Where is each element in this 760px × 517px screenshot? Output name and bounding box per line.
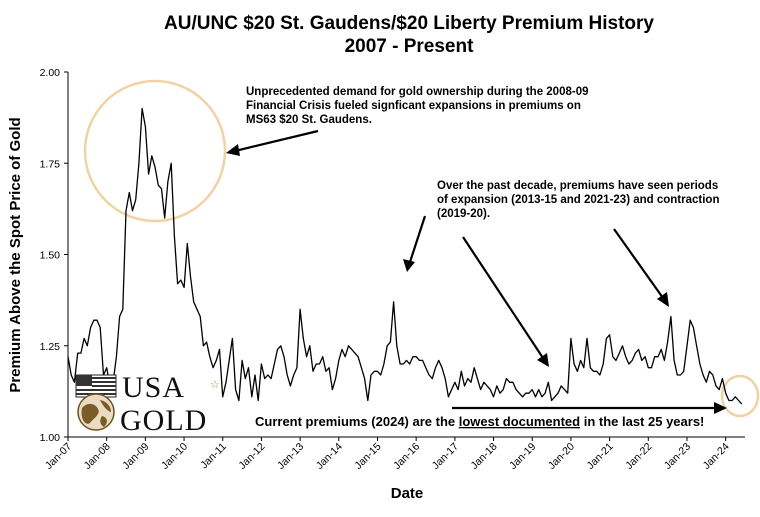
logo-text-usa: USA [122, 371, 185, 404]
chart-title: AU/UNC $20 St. Gaudens/$20 Liberty Premi… [164, 13, 654, 34]
flag-icon [75, 374, 117, 398]
highlight-circle-2024 [720, 374, 760, 418]
annotation-current-premiums: Current premiums (2024) are the lowest d… [255, 414, 704, 429]
x-tick-label: Jan-18 [468, 441, 499, 472]
chart-subtitle: 2007 - Present [345, 36, 475, 57]
arrow-head-2019 [537, 353, 549, 367]
x-ticks: Jan-07 Jan-08 Jan-09 Jan-10 Jan-11 Jan-12 Jan-… [43, 437, 732, 472]
x-tick-label: Jan-17 [430, 441, 461, 472]
logo-text-gold: GOLD [120, 404, 207, 437]
x-tick-label: Jan-20 [546, 441, 577, 472]
y-tick-label: 2.00 [40, 67, 61, 79]
arrow-to-2022-expansion [613, 228, 664, 299]
x-tick-label: Jan-10 [159, 441, 190, 472]
highlight-circle-2008-09 [83, 79, 227, 223]
y-tick-label: 1.25 [40, 341, 61, 353]
usa-gold-logo: USA ☆ GOLD [75, 371, 220, 437]
y-axis-label: Premium Above the Spot Price of Gold [7, 117, 24, 392]
x-tick-label: Jan-16 [391, 441, 422, 472]
arrow-head-2009 [226, 144, 240, 156]
y-tick-label: 1.50 [40, 250, 61, 262]
annotation-1-line-2: Financial Crisis fueled signficant expan… [246, 100, 581, 112]
x-tick-label: Jan-19 [507, 441, 538, 472]
x-tick-label: Jan-13 [275, 441, 306, 472]
arrow-head-2024 [714, 402, 727, 414]
y-tick-label: 1.00 [40, 432, 61, 444]
x-axis-label: Date [391, 485, 424, 502]
y-ticks: 1.00 1.25 1.50 1.75 2.00 [40, 67, 68, 444]
globe-icon [77, 393, 115, 431]
x-tick-label: Jan-15 [352, 441, 383, 472]
annotation-arrows [226, 129, 727, 414]
series-line-premium [67, 107, 743, 405]
x-tick-label: Jan-09 [120, 441, 151, 472]
x-tick-label: Jan-21 [585, 441, 616, 472]
annotation-3-underlined: lowest documented [459, 414, 580, 429]
annotation-1-line-3: MS63 $20 St. Gaudens. [246, 114, 372, 126]
x-tick-label: Jan-14 [314, 441, 345, 472]
x-tick-label: Jan-11 [198, 441, 229, 472]
x-tick-label: Jan-24 [701, 441, 732, 472]
x-tick-label: Jan-08 [82, 441, 113, 472]
annotation-2-line-3: (2019-20). [437, 208, 490, 220]
y-tick-label: 1.75 [40, 158, 61, 170]
arrow-head-2022 [657, 292, 669, 307]
annotation-3-text-after: in the last 25 years! [580, 414, 704, 429]
annotation-financial-crisis: Unprecedented demand for gold ownership … [246, 86, 589, 126]
star-icon: ☆ [210, 378, 220, 391]
x-tick-label: Jan-07 [43, 441, 74, 472]
annotation-2-line-2: of expansion (2013-15 and 2021-23) and c… [437, 194, 719, 206]
x-tick-label: Jan-22 [623, 441, 654, 472]
arrow-to-2015-spike [408, 215, 427, 263]
annotation-3-text-before: Current premiums (2024) are the [255, 414, 459, 429]
annotation-past-decade: Over the past decade, premiums have seen… [437, 180, 719, 220]
x-tick-label: Jan-23 [662, 441, 693, 472]
arrow-head-2015 [403, 259, 415, 272]
annotation-2-line-1: Over the past decade, premiums have seen… [437, 180, 718, 192]
annotation-1-line-1: Unprecedented demand for gold ownership … [246, 86, 589, 98]
x-tick-label: Jan-12 [236, 441, 267, 472]
arrow-to-2019-contraction [462, 236, 544, 359]
arrow-to-2009-peak [234, 129, 319, 153]
